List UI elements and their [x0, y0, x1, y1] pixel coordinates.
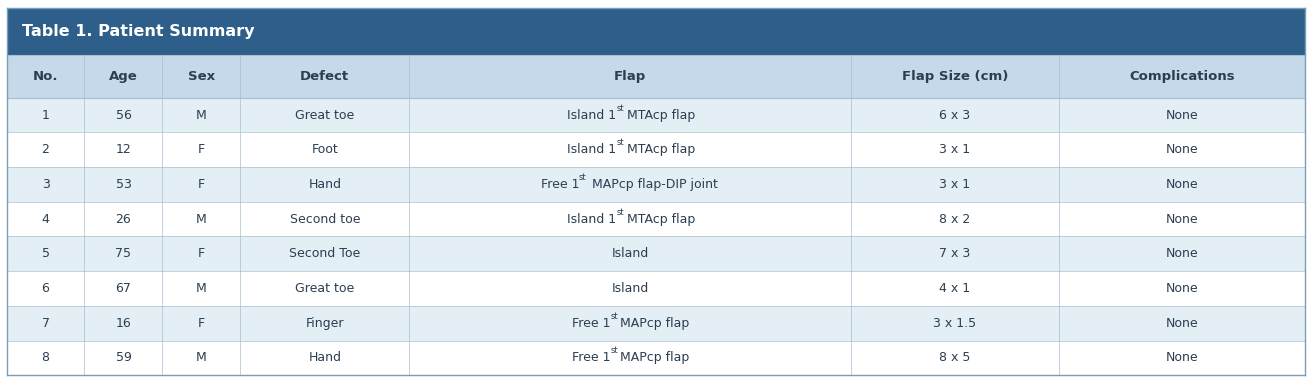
Text: Island 1: Island 1 — [567, 143, 617, 156]
Text: Free 1: Free 1 — [572, 351, 610, 365]
Text: Island: Island — [611, 247, 648, 260]
Text: 16: 16 — [115, 317, 131, 330]
Text: MAPcp flap: MAPcp flap — [617, 317, 690, 330]
Text: 7 x 3: 7 x 3 — [939, 247, 971, 260]
Text: 53: 53 — [115, 178, 131, 191]
Text: Island 1: Island 1 — [567, 109, 617, 122]
Text: F: F — [198, 317, 205, 330]
Text: Island: Island — [611, 282, 648, 295]
Text: Finger: Finger — [306, 317, 344, 330]
Text: st: st — [579, 173, 586, 182]
FancyBboxPatch shape — [7, 271, 1305, 306]
Text: st: st — [617, 138, 625, 147]
Text: No.: No. — [33, 70, 58, 83]
Text: Flap: Flap — [614, 70, 646, 83]
Text: 2: 2 — [42, 143, 50, 156]
FancyBboxPatch shape — [7, 237, 1305, 271]
Text: Great toe: Great toe — [295, 282, 354, 295]
FancyBboxPatch shape — [7, 8, 1305, 55]
Text: Great toe: Great toe — [295, 109, 354, 122]
Text: 59: 59 — [115, 351, 131, 365]
FancyBboxPatch shape — [7, 167, 1305, 202]
Text: 3 x 1: 3 x 1 — [939, 143, 971, 156]
Text: Island 1: Island 1 — [567, 213, 617, 226]
FancyBboxPatch shape — [7, 341, 1305, 375]
FancyBboxPatch shape — [7, 202, 1305, 237]
Text: Hand: Hand — [308, 178, 341, 191]
Text: Sex: Sex — [188, 70, 215, 83]
Text: 56: 56 — [115, 109, 131, 122]
Text: 12: 12 — [115, 143, 131, 156]
Text: F: F — [198, 178, 205, 191]
Text: M: M — [195, 282, 207, 295]
Text: None: None — [1166, 351, 1198, 365]
Text: None: None — [1166, 109, 1198, 122]
Text: Age: Age — [109, 70, 138, 83]
Text: st: st — [617, 104, 625, 113]
Text: MAPcp flap: MAPcp flap — [617, 351, 690, 365]
FancyBboxPatch shape — [7, 132, 1305, 167]
Text: None: None — [1166, 317, 1198, 330]
Text: Second toe: Second toe — [290, 213, 359, 226]
Text: st: st — [610, 312, 618, 321]
Text: Defect: Defect — [300, 70, 349, 83]
Text: 5: 5 — [42, 247, 50, 260]
Text: 4: 4 — [42, 213, 50, 226]
Text: Flap Size (cm): Flap Size (cm) — [901, 70, 1008, 83]
Text: Hand: Hand — [308, 351, 341, 365]
Text: MTAcp flap: MTAcp flap — [623, 109, 695, 122]
Text: Foot: Foot — [311, 143, 338, 156]
Text: None: None — [1166, 282, 1198, 295]
Text: 67: 67 — [115, 282, 131, 295]
Text: 8: 8 — [42, 351, 50, 365]
Text: None: None — [1166, 143, 1198, 156]
Text: 3: 3 — [42, 178, 50, 191]
Text: 3 x 1: 3 x 1 — [939, 178, 971, 191]
Text: MTAcp flap: MTAcp flap — [623, 213, 695, 226]
Text: None: None — [1166, 178, 1198, 191]
Text: 4 x 1: 4 x 1 — [939, 282, 971, 295]
Text: M: M — [195, 213, 207, 226]
Text: 3 x 1.5: 3 x 1.5 — [933, 317, 976, 330]
FancyBboxPatch shape — [7, 306, 1305, 341]
Text: 7: 7 — [42, 317, 50, 330]
Text: 8 x 5: 8 x 5 — [939, 351, 971, 365]
Text: Second Toe: Second Toe — [289, 247, 361, 260]
Text: None: None — [1166, 247, 1198, 260]
Text: Complications: Complications — [1130, 70, 1235, 83]
Text: 1: 1 — [42, 109, 50, 122]
Text: MAPcp flap-DIP joint: MAPcp flap-DIP joint — [588, 178, 718, 191]
Text: 75: 75 — [115, 247, 131, 260]
Text: None: None — [1166, 213, 1198, 226]
Text: M: M — [195, 109, 207, 122]
Text: 6: 6 — [42, 282, 50, 295]
Text: MTAcp flap: MTAcp flap — [623, 143, 695, 156]
FancyBboxPatch shape — [7, 98, 1305, 132]
Text: Free 1: Free 1 — [541, 178, 579, 191]
Text: 26: 26 — [115, 213, 131, 226]
FancyBboxPatch shape — [7, 55, 1305, 98]
Text: st: st — [610, 346, 618, 355]
Text: st: st — [617, 208, 625, 217]
Text: M: M — [195, 351, 207, 365]
Text: 6 x 3: 6 x 3 — [939, 109, 971, 122]
Text: 8 x 2: 8 x 2 — [939, 213, 971, 226]
Text: Free 1: Free 1 — [572, 317, 610, 330]
Text: F: F — [198, 247, 205, 260]
Text: F: F — [198, 143, 205, 156]
Text: Table 1. Patient Summary: Table 1. Patient Summary — [22, 24, 255, 39]
